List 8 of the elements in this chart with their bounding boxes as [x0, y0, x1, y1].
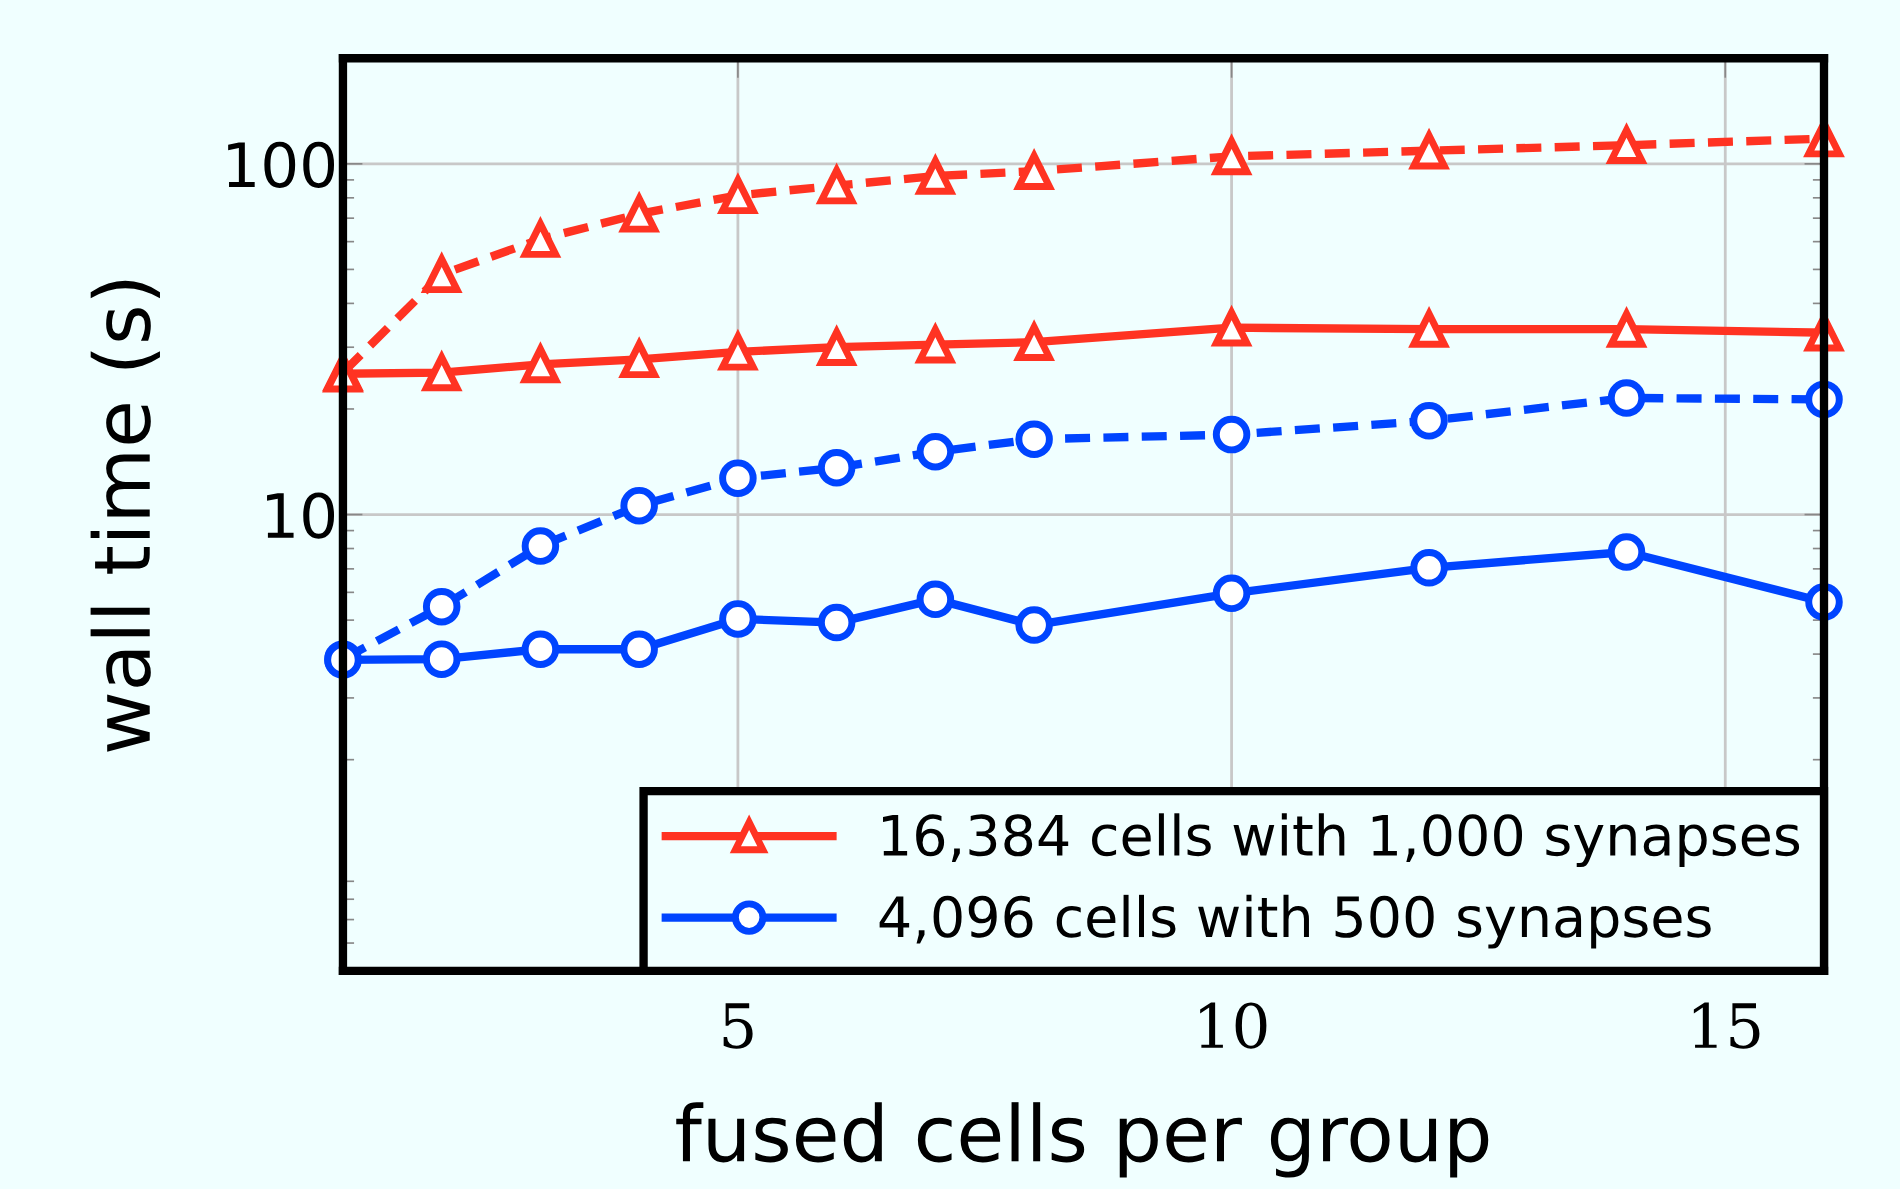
- y-axis-title: wall time (s): [90, 280, 160, 752]
- x-tick-label: 5: [723, 1003, 753, 1049]
- y-tick-label: 100: [228, 141, 335, 188]
- legend-label: 4,096 cells with 500 synapses: [879, 894, 1711, 949]
- x-axis-title: fused cells per group: [676, 1102, 1489, 1178]
- x-tick-label: 15: [1693, 1002, 1760, 1049]
- x-tick-label: 10: [1200, 1002, 1267, 1049]
- legend-label: 16,384 cells with 1,000 synapses: [883, 813, 1800, 868]
